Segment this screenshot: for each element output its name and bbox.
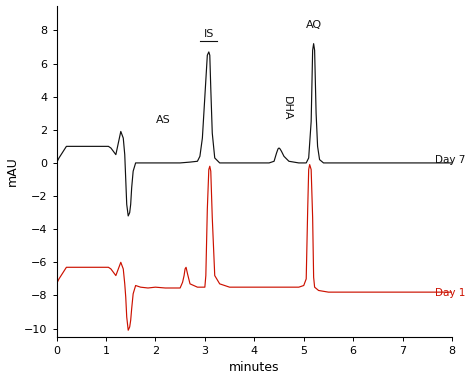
Text: IS: IS xyxy=(203,28,214,39)
Text: AS: AS xyxy=(155,115,170,125)
Text: AQ: AQ xyxy=(305,21,322,30)
X-axis label: minutes: minutes xyxy=(229,361,279,374)
Text: Day 1: Day 1 xyxy=(435,288,465,298)
Text: Day 7: Day 7 xyxy=(435,155,465,165)
Text: DHA: DHA xyxy=(281,96,292,120)
Y-axis label: mAU: mAU xyxy=(6,156,18,186)
